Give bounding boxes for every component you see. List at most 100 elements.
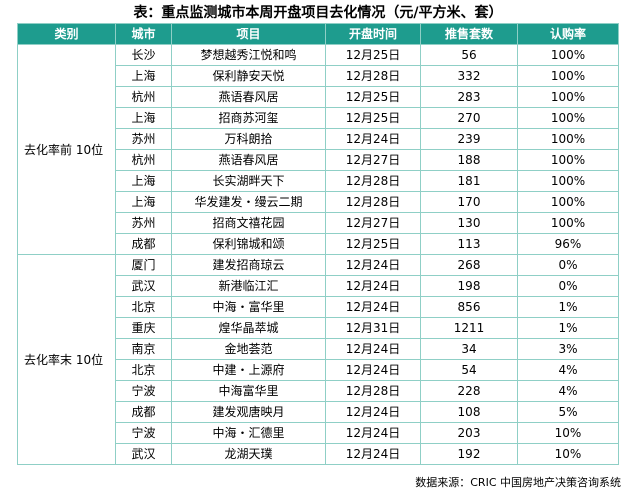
units-cell: 332 [420,65,518,87]
project-cell: 中海・汇德里 [171,422,326,444]
units-cell: 34 [420,338,518,360]
open-date-cell: 12月24日 [325,254,421,276]
project-cell: 招商苏河玺 [171,107,326,129]
category-cell: 去化率末 10位 [17,254,116,465]
table-row: 宁波 中海富华里 12月28日 228 4% [18,380,619,402]
city-cell: 北京 [115,296,172,318]
open-date-cell: 12月25日 [325,107,421,129]
city-cell: 苏州 [115,128,172,150]
rate-cell: 100% [517,170,619,192]
open-date-cell: 12月24日 [325,422,421,444]
source-note: 数据来源：CRIC 中国房地产决策咨询系统 [415,476,621,489]
rate-cell: 100% [517,86,619,108]
header-open-date: 开盘时间 [325,23,421,45]
units-cell: 113 [420,233,518,255]
city-cell: 重庆 [115,317,172,339]
project-cell: 中海富华里 [171,380,326,402]
project-cell: 建发观唐映月 [171,401,326,423]
header-subscription-rate: 认购率 [517,23,619,45]
city-cell: 杭州 [115,86,172,108]
units-cell: 188 [420,149,518,171]
table-row: 北京 中海・富华里 12月24日 856 1% [18,296,619,318]
project-cell: 新港临江汇 [171,275,326,297]
units-cell: 192 [420,443,518,465]
project-cell: 华发建发・缦云二期 [171,191,326,213]
units-cell: 170 [420,191,518,213]
table-row: 去化率末 10位 厦门 建发招商琼云 12月24日 268 0% [17,254,619,465]
units-cell: 54 [420,359,518,381]
project-cell: 中海・富华里 [171,296,326,318]
project-cell: 中建・上源府 [171,359,326,381]
project-cell: 建发招商琼云 [171,254,326,276]
rate-cell: 100% [517,44,619,66]
table-row: 苏州 万科朗拾 12月24日 239 100% [18,128,619,150]
rate-cell: 100% [517,191,619,213]
project-cell: 龙湖天璞 [171,443,326,465]
table-row: 苏州 招商文禧花园 12月27日 130 100% [18,212,619,234]
project-cell: 保利锦城和颂 [171,233,326,255]
rate-cell: 96% [517,233,619,255]
city-cell: 宁波 [115,380,172,402]
project-cell: 招商文禧花园 [171,212,326,234]
table-row: 上海 招商苏河玺 12月25日 270 100% [18,107,619,129]
rate-cell: 0% [517,254,619,276]
table-row: 杭州 燕语春风居 12月27日 188 100% [18,149,619,171]
city-cell: 武汉 [115,443,172,465]
city-cell: 上海 [115,107,172,129]
units-cell: 56 [420,44,518,66]
open-date-cell: 12月28日 [325,170,421,192]
units-cell: 268 [420,254,518,276]
rate-cell: 1% [517,317,619,339]
open-date-cell: 12月25日 [325,44,421,66]
city-cell: 南京 [115,338,172,360]
table-row: 去化率前 10位 长沙 梦想越秀江悦和鸣 12月25日 56 100% [17,44,619,255]
units-cell: 283 [420,86,518,108]
open-date-cell: 12月25日 [325,233,421,255]
project-cell: 梦想越秀江悦和鸣 [171,44,326,66]
open-date-cell: 12月28日 [325,380,421,402]
city-cell: 上海 [115,170,172,192]
open-date-cell: 12月24日 [325,443,421,465]
units-cell: 1211 [420,317,518,339]
units-cell: 198 [420,275,518,297]
rate-cell: 5% [517,401,619,423]
rate-cell: 3% [517,338,619,360]
open-date-cell: 12月24日 [325,338,421,360]
project-cell: 保利静安天悦 [171,65,326,87]
city-cell: 厦门 [115,254,172,276]
rate-cell: 100% [517,149,619,171]
rate-cell: 0% [517,275,619,297]
project-cell: 长实湖畔天下 [171,170,326,192]
city-cell: 武汉 [115,275,172,297]
header-city: 城市 [115,23,172,45]
rate-cell: 1% [517,296,619,318]
units-cell: 108 [420,401,518,423]
units-cell: 856 [420,296,518,318]
table-row: 武汉 龙湖天璞 12月24日 192 10% [18,443,619,465]
units-cell: 228 [420,380,518,402]
open-date-cell: 12月27日 [325,149,421,171]
header-project: 项目 [171,23,326,45]
rate-cell: 100% [517,212,619,234]
rate-cell: 10% [517,422,619,444]
open-date-cell: 12月24日 [325,275,421,297]
category-cell: 去化率前 10位 [17,44,116,255]
open-date-cell: 12月28日 [325,191,421,213]
table-body: 去化率前 10位 长沙 梦想越秀江悦和鸣 12月25日 56 100% 上海 保利静安天悦 12… [17,44,619,465]
units-cell: 181 [420,170,518,192]
city-cell: 苏州 [115,212,172,234]
rate-cell: 4% [517,380,619,402]
project-cell: 万科朗拾 [171,128,326,150]
open-date-cell: 12月27日 [325,212,421,234]
table-row: 上海 保利静安天悦 12月28日 332 100% [18,65,619,87]
city-cell: 北京 [115,359,172,381]
city-cell: 宁波 [115,422,172,444]
header-units-offered: 推售套数 [420,23,518,45]
city-cell: 成都 [115,233,172,255]
city-cell: 成都 [115,401,172,423]
table-title: 表：重点监测城市本周开盘项目去化情况（元/平方米、套） [133,5,503,21]
rate-cell: 10% [517,443,619,465]
data-table: 类别 城市 项目 开盘时间 推售套数 认购率 去化率前 10位 长沙 梦想越秀江悦和… [17,23,619,465]
city-cell: 上海 [115,191,172,213]
